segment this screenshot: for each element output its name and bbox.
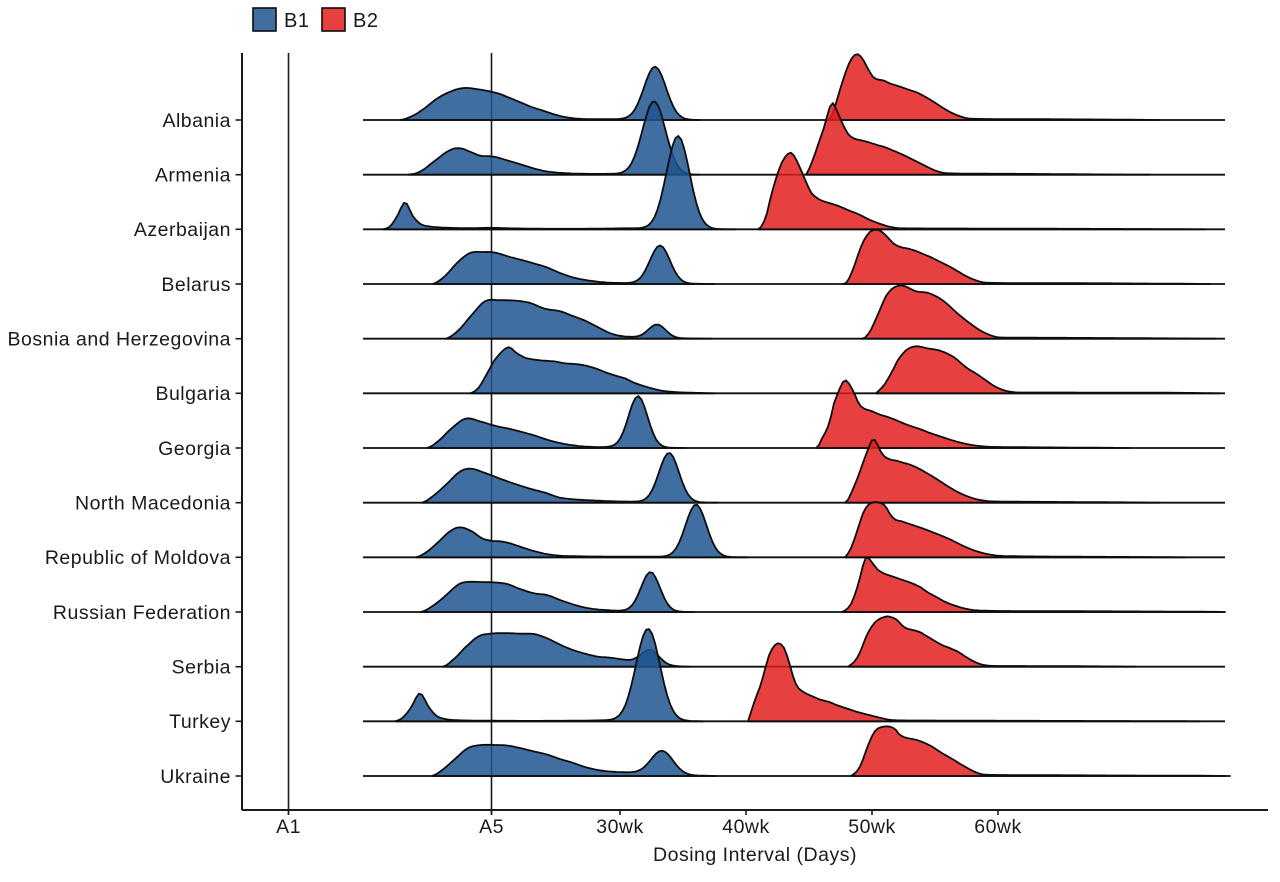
svg-text:Bosnia and Herzegovina: Bosnia and Herzegovina [8, 329, 231, 351]
svg-text:50wk: 50wk [848, 816, 896, 838]
svg-text:Republic of Moldova: Republic of Moldova [45, 547, 231, 569]
svg-text:Armenia: Armenia [155, 165, 231, 187]
svg-text:Turkey: Turkey [169, 711, 231, 733]
svg-text:Serbia: Serbia [172, 657, 231, 679]
svg-text:Belarus: Belarus [161, 274, 231, 296]
svg-text:Georgia: Georgia [158, 438, 231, 460]
svg-text:A5: A5 [479, 816, 504, 838]
svg-text:Albania: Albania [162, 110, 231, 132]
svg-text:Bulgaria: Bulgaria [155, 383, 231, 405]
svg-text:40wk: 40wk [722, 816, 770, 838]
svg-text:A1: A1 [276, 816, 301, 838]
svg-text:Dosing Interval (Days): Dosing Interval (Days) [653, 844, 857, 866]
svg-text:Ukraine: Ukraine [160, 766, 231, 788]
svg-text:B2: B2 [353, 10, 378, 32]
svg-text:30wk: 30wk [596, 816, 644, 838]
svg-text:60wk: 60wk [974, 816, 1022, 838]
svg-text:Azerbaijan: Azerbaijan [134, 219, 231, 241]
svg-text:North Macedonia: North Macedonia [75, 493, 231, 515]
svg-text:Russian Federation: Russian Federation [53, 602, 231, 624]
svg-text:B1: B1 [284, 10, 309, 32]
